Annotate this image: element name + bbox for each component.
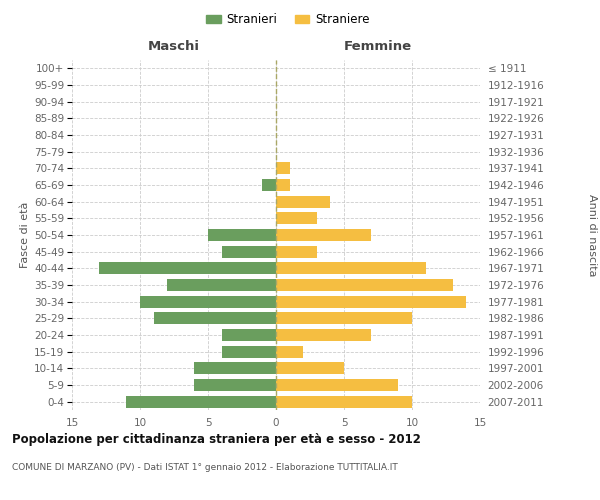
Bar [167, 279, 276, 291]
Bar [276, 362, 344, 374]
Bar [208, 229, 276, 241]
Bar [194, 362, 276, 374]
Text: Femmine: Femmine [344, 40, 412, 53]
Bar [276, 346, 303, 358]
Bar [140, 296, 276, 308]
Bar [99, 262, 276, 274]
Text: COMUNE DI MARZANO (PV) - Dati ISTAT 1° gennaio 2012 - Elaborazione TUTTITALIA.IT: COMUNE DI MARZANO (PV) - Dati ISTAT 1° g… [12, 462, 398, 471]
Text: Popolazione per cittadinanza straniera per età e sesso - 2012: Popolazione per cittadinanza straniera p… [12, 432, 421, 446]
Bar [276, 196, 331, 207]
Bar [276, 179, 290, 191]
Bar [276, 162, 290, 174]
Bar [154, 312, 276, 324]
Y-axis label: Fasce di età: Fasce di età [20, 202, 30, 268]
Legend: Stranieri, Straniere: Stranieri, Straniere [202, 8, 374, 31]
Bar [221, 329, 276, 341]
Bar [276, 229, 371, 241]
Bar [276, 262, 425, 274]
Bar [276, 279, 453, 291]
Bar [221, 346, 276, 358]
Bar [276, 212, 317, 224]
Bar [127, 396, 276, 407]
Bar [221, 246, 276, 258]
Bar [276, 379, 398, 391]
Bar [262, 179, 276, 191]
Bar [276, 396, 412, 407]
Bar [276, 312, 412, 324]
Text: Maschi: Maschi [148, 40, 200, 53]
Text: Anni di nascita: Anni di nascita [587, 194, 597, 276]
Bar [276, 329, 371, 341]
Bar [276, 296, 466, 308]
Bar [194, 379, 276, 391]
Bar [276, 246, 317, 258]
